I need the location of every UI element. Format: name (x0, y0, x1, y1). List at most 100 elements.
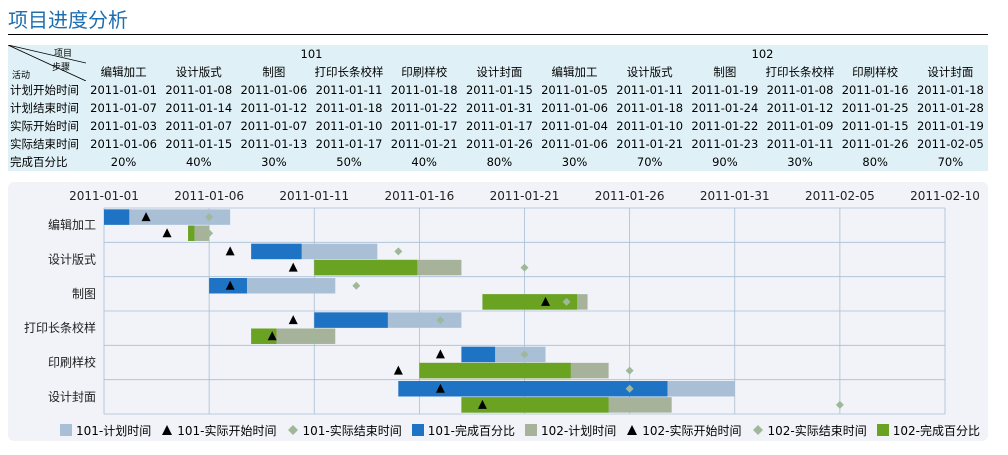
y-category-label: 编辑加工 (48, 217, 96, 232)
table-cell: 2011-01-14 (161, 99, 237, 117)
table-cell: 2011-01-10 (612, 117, 688, 135)
table-cell: 2011-01-10 (311, 117, 387, 135)
table-step-header: 打印长条校样 (762, 63, 838, 81)
schedule-table-container: 项目 步骤 活动 101 102 编辑加工 设计版式 制图 打印长条校样 印刷样校 设计封面 编辑加工… (8, 45, 988, 171)
table-cell: 20% (86, 153, 162, 171)
actual-start-marker-101 (435, 349, 445, 359)
actual-end-marker-101 (352, 281, 361, 290)
legend-label: 102-实际结束时间 (767, 423, 867, 438)
complete-bar-101 (251, 243, 302, 260)
table-cell: 30% (236, 153, 312, 171)
table-cell: 2011-01-04 (536, 117, 613, 135)
table-step-header: 编辑加工 (86, 63, 162, 81)
schedule-table: 项目 步骤 活动 101 102 编辑加工 设计版式 制图 打印长条校样 印刷样校 设计封面 编辑加工… (8, 45, 988, 171)
table-cell: 2011-01-17 (461, 117, 537, 135)
legend-item: 101-计划时间 (60, 422, 151, 439)
legend-label: 101-计划时间 (76, 423, 152, 438)
legend-item: 101-实际结束时间 (287, 422, 402, 439)
actual-end-marker-102 (520, 263, 529, 272)
table-cell: 2011-01-06 (536, 99, 613, 117)
table-cell: 2011-01-18 (612, 99, 688, 117)
table-cell: 90% (687, 153, 763, 171)
table-group-header: 101 (86, 45, 537, 63)
complete-bar-102 (314, 259, 418, 276)
legend-square-icon (411, 424, 424, 436)
table-cell: 70% (612, 153, 688, 171)
table-cell: 2011-01-19 (912, 117, 988, 135)
x-tick-label: 2011-01-06 (174, 189, 244, 203)
corner-label-top: 项目 (54, 49, 73, 59)
actual-start-marker-102 (267, 331, 277, 341)
actual-start-marker-102 (393, 365, 403, 375)
table-cell: 80% (461, 153, 537, 171)
table-cell: 2011-01-11 (762, 135, 838, 153)
legend-label: 102-完成百分比 (892, 423, 980, 438)
table-row-label: 实际开始时间 (8, 117, 86, 135)
table-row-label: 计划结束时间 (8, 99, 86, 117)
table-row: 实际结束时间 2011-01-06 2011-01-15 2011-01-13 2011… (8, 135, 988, 153)
actual-start-marker-101 (225, 246, 235, 256)
table-cell: 2011-01-11 (311, 81, 387, 99)
y-category-label: 打印长条校样 (24, 320, 96, 335)
legend-label: 101-实际结束时间 (302, 423, 402, 438)
corner-diagonal-lines (8, 45, 86, 81)
complete-bar-101 (398, 381, 668, 397)
table-cell: 2011-01-15 (461, 81, 537, 99)
legend-item: 101-完成百分比 (411, 422, 515, 439)
page-title: 项目进度分析 (8, 8, 128, 32)
table-cell: 2011-01-16 (837, 81, 913, 99)
x-tick-label: 2011-01-21 (490, 189, 560, 203)
table-step-header: 制图 (687, 63, 763, 81)
table-group-header: 102 (536, 45, 988, 63)
table-cell: 2011-01-06 (536, 135, 613, 153)
table-row: 计划开始时间 2011-01-01 2011-01-08 2011-01-06 2011… (8, 81, 988, 99)
x-tick-label: 2011-01-16 (385, 189, 455, 203)
table-cell: 2011-01-21 (612, 135, 688, 153)
table-cell: 40% (161, 153, 237, 171)
legend-diamond-icon (287, 425, 298, 435)
y-category-label: 设计版式 (48, 253, 96, 267)
table-cell: 30% (536, 153, 613, 171)
table-cell: 2011-01-03 (86, 117, 162, 135)
actual-end-marker-101 (394, 247, 403, 256)
table-cell: 2011-01-23 (687, 135, 763, 153)
table-row-label: 完成百分比 (8, 153, 86, 171)
complete-bar-101 (314, 312, 388, 328)
actual-start-marker-102 (288, 262, 298, 272)
actual-start-marker-101 (225, 280, 235, 290)
table-cell: 2011-01-01 (86, 81, 162, 99)
actual-start-marker-102 (162, 228, 172, 238)
actual-end-marker-102 (205, 229, 214, 238)
actual-start-marker-101 (141, 212, 151, 222)
legend-triangle-icon (627, 425, 638, 435)
actual-end-marker-101 (436, 316, 445, 325)
legend-item: 101-实际开始时间 (161, 422, 277, 439)
legend-item: 102-实际开始时间 (626, 422, 742, 439)
x-tick-label: 2011-02-10 (910, 189, 980, 203)
gantt-chart-panel: 2011-01-01 2011-01-06 2011-01-11 2011-01-16… (8, 182, 988, 441)
x-tick-label: 2011-02-05 (805, 189, 875, 203)
table-step-header: 设计封面 (461, 63, 537, 81)
table-cell: 2011-01-26 (837, 135, 913, 153)
x-tick-label: 2011-01-31 (700, 189, 770, 203)
table-cell: 2011-01-18 (912, 81, 988, 99)
table-cell: 2011-01-22 (687, 117, 763, 135)
legend-square-icon (876, 424, 889, 436)
table-step-header: 设计版式 (612, 63, 688, 81)
y-category-label: 印刷样校 (48, 355, 96, 370)
complete-bar-102 (419, 362, 571, 379)
table-cell: 2011-01-13 (236, 135, 312, 153)
table-cell: 2011-01-17 (386, 117, 462, 135)
table-cell: 2011-01-12 (762, 99, 838, 117)
table-cell: 2011-01-25 (837, 99, 913, 117)
table-cell: 40% (386, 153, 462, 171)
title-divider (8, 34, 988, 35)
legend-triangle-icon (162, 425, 173, 435)
table-cell: 2011-01-22 (386, 99, 462, 117)
table-step-header: 设计封面 (912, 63, 988, 81)
table-cell: 2011-01-06 (236, 81, 312, 99)
table-cell: 2011-01-06 (86, 135, 162, 153)
actual-start-marker-102 (541, 296, 551, 306)
plan-bar-101 (104, 209, 231, 225)
table-row: 计划结束时间 2011-01-07 2011-01-14 2011-01-12 2011… (8, 99, 988, 117)
